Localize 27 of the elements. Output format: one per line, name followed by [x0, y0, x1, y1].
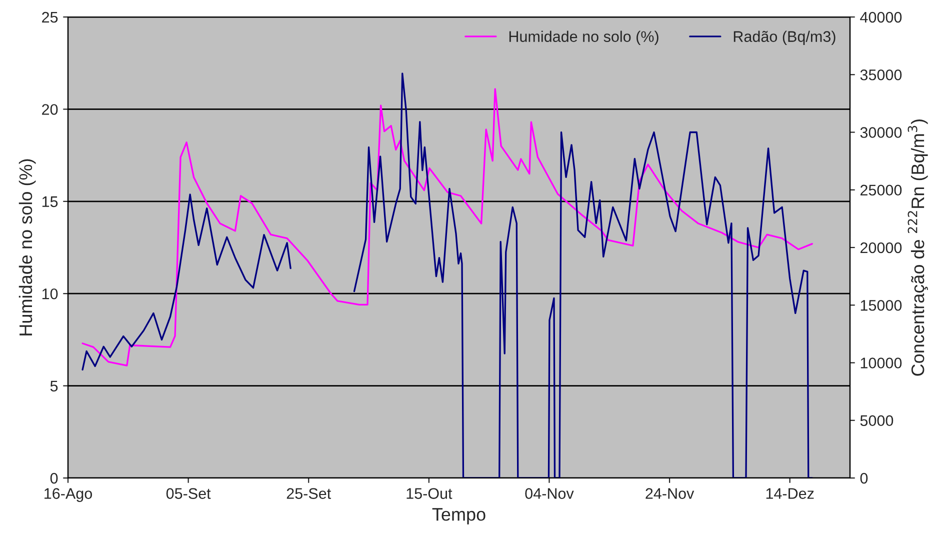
x-axis-title: Tempo — [432, 508, 486, 524]
y2-tick-label: 40000 — [860, 12, 902, 23]
y-tick-label: 0 — [50, 472, 58, 484]
x-tick-label: 05-Set — [166, 488, 211, 499]
y2-tick-label: 30000 — [860, 127, 902, 138]
x-tick-label: 15-Out — [406, 488, 452, 499]
y2-tick-label: 10000 — [860, 358, 902, 368]
x-tick-label: 04-Nov — [525, 488, 574, 499]
y2-tick-label: 25000 — [860, 184, 902, 196]
y-tick-label: 5 — [50, 380, 58, 392]
legend-label: Radão (Bq/m3) — [734, 30, 836, 45]
y2-tick-label: 35000 — [860, 69, 902, 80]
y-tick-label: 15 — [42, 196, 58, 208]
y2-tick-label: 0 — [860, 472, 868, 484]
y2-tick-label: 5000 — [860, 415, 894, 426]
y2-tick-label: 20000 — [860, 242, 902, 254]
x-tick-label: 25-Set — [286, 488, 332, 499]
y2-axis-title: Concentração de $^{222}$Rn (Bq/m$^{3}$) — [908, 120, 928, 376]
y2-tick-label: 15000 — [860, 300, 902, 311]
legend-label: Humidade no solo (%) — [509, 30, 658, 45]
y-axis-title: Humidade no solo (%) — [18, 159, 36, 336]
x-tick-label: 14-Dez — [766, 488, 814, 499]
x-tick-label: 16-Ago — [44, 488, 92, 502]
x-tick-label: 24-Nov — [646, 488, 694, 499]
y-tick-label: 25 — [42, 12, 58, 23]
y-tick-label: 20 — [42, 104, 58, 115]
y-tick-label: 10 — [42, 288, 58, 300]
